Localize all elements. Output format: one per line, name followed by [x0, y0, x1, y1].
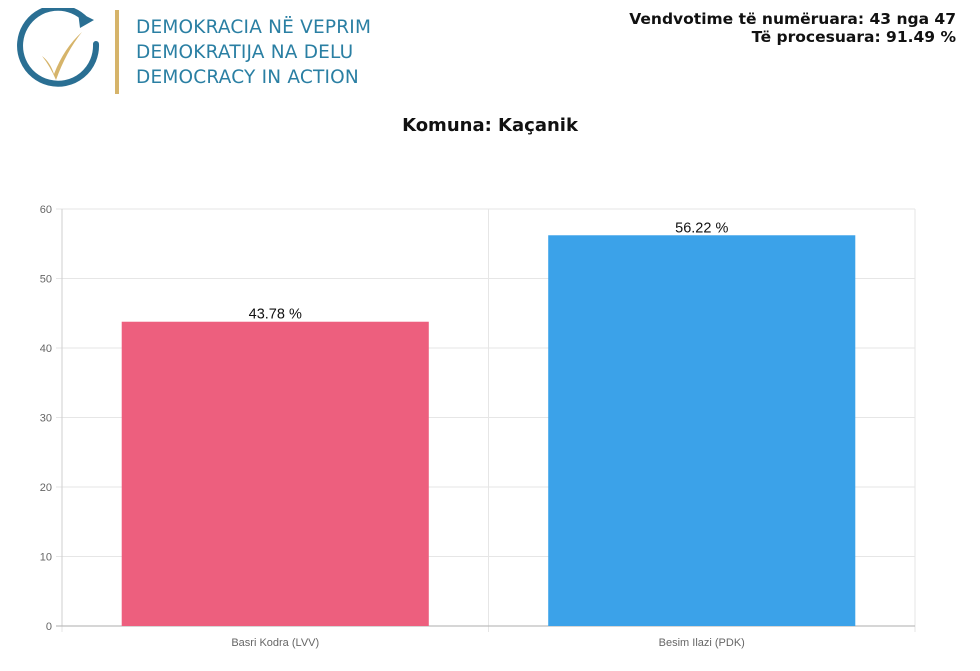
y-tick-label: 50 [40, 274, 52, 286]
processed-percentage: Të procesuara: 91.49 % [751, 28, 956, 46]
bar-data-label: 43.78 % [249, 307, 302, 323]
x-category-label: Besim Ilazi (PDK) [659, 637, 745, 649]
logo-divider [115, 10, 119, 94]
bar-data-label: 56.22 % [675, 220, 728, 236]
chart-title: Komuna: Kaçanik [402, 115, 578, 136]
org-name-english: DEMOCRACY IN ACTION [136, 67, 359, 88]
org-name-serbian: DEMOKRATIJA NA DELU [136, 42, 354, 63]
bar-2 [548, 235, 856, 626]
polling-stations-counted: Vendvotime të numëruara: 43 nga 47 [629, 10, 956, 28]
y-tick-label: 40 [40, 343, 52, 355]
x-category-label: Basri Kodra (LVV) [231, 637, 319, 649]
y-tick-label: 30 [40, 413, 52, 425]
y-tick-label: 60 [40, 204, 52, 216]
y-tick-label: 0 [46, 621, 52, 633]
org-name-albanian: DEMOKRACIA NË VEPRIM [136, 17, 372, 38]
y-tick-label: 20 [40, 482, 52, 494]
y-tick-label: 10 [40, 552, 52, 564]
logo-icon [17, 8, 100, 87]
bar-1 [121, 321, 429, 626]
